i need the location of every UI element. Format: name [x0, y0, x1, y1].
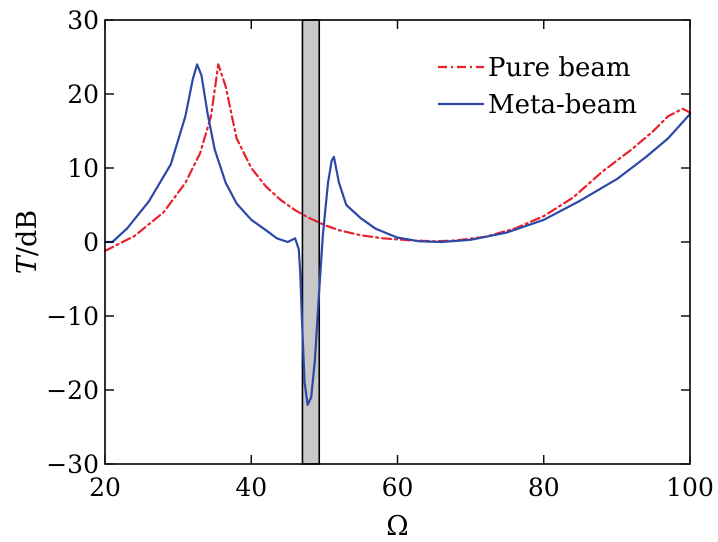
series-layer: [103, 63, 692, 406]
x-axis-title: Ω: [386, 511, 408, 542]
y-tick-label: 10: [67, 154, 99, 183]
legend: Pure beam Meta-beam: [438, 53, 637, 120]
y-tick-label: 30: [67, 6, 99, 35]
y-tick-label: 20: [67, 80, 99, 109]
y-tick-label: −10: [46, 302, 99, 331]
series-line-meta-beam: [103, 63, 692, 406]
y-tick-label: 0: [83, 228, 99, 257]
x-tick-label: 40: [235, 473, 267, 502]
legend-label-pure-beam: Pure beam: [488, 53, 631, 83]
y-axis-title-unit: /dB: [12, 210, 43, 256]
series-line-pure-beam: [103, 63, 692, 252]
legend-label-meta-beam: Meta-beam: [488, 90, 637, 120]
x-tick-label: 100: [666, 473, 714, 502]
ticks-layer: 20 40 60 80 100 −30 −20 −10 0 10 20 30: [46, 6, 714, 502]
y-tick-label: −30: [46, 450, 99, 479]
y-axis-title: T/dB: [12, 210, 43, 274]
plot-frame: [104, 19, 691, 465]
y-axis-title-var: T: [12, 254, 43, 274]
x-tick-label: 20: [89, 473, 121, 502]
x-tick-label: 80: [528, 473, 560, 502]
x-tick-label: 60: [382, 473, 414, 502]
y-tick-label: −20: [46, 376, 99, 405]
